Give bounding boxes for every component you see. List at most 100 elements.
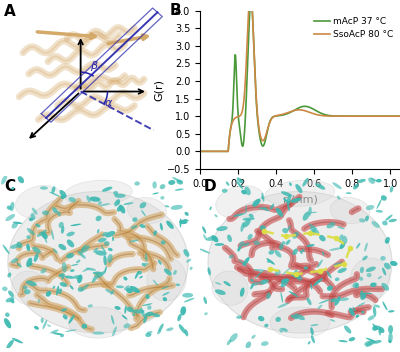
Ellipse shape [278,303,289,308]
Ellipse shape [370,283,377,287]
Ellipse shape [291,272,301,279]
SsoAcP 80 °C [394,114,398,118]
Ellipse shape [164,269,172,276]
Ellipse shape [176,180,183,184]
Ellipse shape [62,262,67,272]
Ellipse shape [366,205,374,210]
Ellipse shape [57,211,61,216]
Text: $\beta$: $\beta$ [90,59,99,73]
Ellipse shape [215,243,224,246]
Ellipse shape [251,282,260,286]
Ellipse shape [339,297,349,301]
Ellipse shape [40,268,46,274]
Ellipse shape [157,329,161,334]
Ellipse shape [357,179,366,183]
Ellipse shape [366,273,372,277]
Legend: mAcP 37 °C, SsoAcP 80 °C: mAcP 37 °C, SsoAcP 80 °C [312,15,396,41]
Ellipse shape [142,263,148,266]
Ellipse shape [6,214,15,221]
Ellipse shape [127,307,134,312]
Ellipse shape [355,283,359,288]
Ellipse shape [80,245,90,253]
Ellipse shape [111,315,114,325]
Ellipse shape [26,258,32,267]
Ellipse shape [319,235,326,241]
Ellipse shape [103,255,107,265]
Ellipse shape [384,263,391,269]
Ellipse shape [287,226,291,231]
Ellipse shape [143,313,148,323]
Ellipse shape [388,310,394,313]
mAcP 37 °C [372,114,377,118]
SsoAcP 80 °C [283,111,288,115]
Ellipse shape [226,181,230,186]
Ellipse shape [138,271,142,275]
Ellipse shape [215,282,221,285]
Ellipse shape [242,217,255,221]
Ellipse shape [8,191,188,333]
Ellipse shape [175,189,184,191]
Ellipse shape [24,289,30,294]
Ellipse shape [366,266,376,272]
Ellipse shape [119,205,125,214]
SsoAcP 80 °C [372,114,377,118]
Ellipse shape [152,313,160,317]
Line: mAcP 37 °C: mAcP 37 °C [200,0,400,151]
Ellipse shape [364,243,368,252]
Ellipse shape [289,291,298,297]
Ellipse shape [308,207,312,216]
Ellipse shape [70,269,74,272]
Ellipse shape [227,234,232,242]
Ellipse shape [252,199,260,207]
Ellipse shape [294,314,305,320]
Ellipse shape [153,231,157,235]
Ellipse shape [366,340,373,347]
Ellipse shape [101,245,106,253]
Ellipse shape [332,182,342,189]
Ellipse shape [267,260,270,263]
Ellipse shape [378,276,382,279]
Ellipse shape [180,306,186,315]
Ellipse shape [152,193,159,194]
Ellipse shape [153,279,158,285]
Ellipse shape [152,181,157,189]
Ellipse shape [86,268,96,271]
Ellipse shape [233,213,245,217]
Ellipse shape [258,207,267,209]
Ellipse shape [365,215,369,221]
Ellipse shape [12,271,47,305]
Y-axis label: G(r): G(r) [154,79,164,101]
Ellipse shape [390,186,393,193]
Ellipse shape [262,193,264,201]
Ellipse shape [145,253,148,262]
Ellipse shape [286,240,290,245]
Ellipse shape [117,205,122,212]
Ellipse shape [275,270,281,276]
Ellipse shape [266,258,275,265]
Ellipse shape [303,212,310,221]
Ellipse shape [211,235,218,242]
Ellipse shape [11,258,18,263]
Ellipse shape [222,189,228,193]
Ellipse shape [313,278,323,286]
Ellipse shape [385,237,390,243]
Ellipse shape [335,277,339,281]
Ellipse shape [68,197,76,202]
Ellipse shape [42,210,49,215]
Ellipse shape [65,329,77,332]
Ellipse shape [292,249,298,255]
Ellipse shape [360,267,364,273]
Ellipse shape [50,329,59,333]
Ellipse shape [388,219,397,222]
Ellipse shape [8,290,14,297]
Ellipse shape [142,303,152,306]
Ellipse shape [290,198,301,203]
Ellipse shape [10,299,14,303]
Ellipse shape [250,279,254,282]
Ellipse shape [123,277,128,281]
Ellipse shape [210,206,212,210]
Ellipse shape [289,182,292,186]
Ellipse shape [182,293,193,298]
Ellipse shape [287,203,290,211]
Ellipse shape [281,278,289,282]
